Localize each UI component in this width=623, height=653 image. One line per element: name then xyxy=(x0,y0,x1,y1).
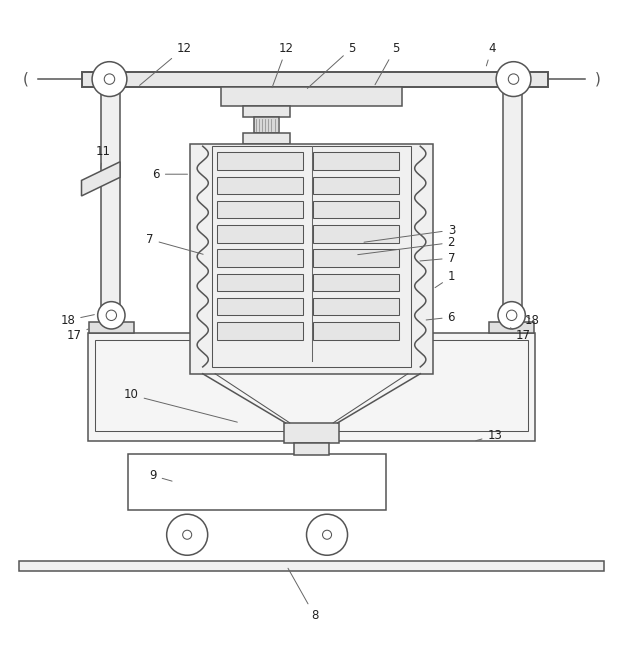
Text: 11: 11 xyxy=(96,145,111,168)
Circle shape xyxy=(183,530,192,539)
Bar xyxy=(217,225,303,242)
Circle shape xyxy=(106,310,117,321)
Circle shape xyxy=(498,302,525,329)
Bar xyxy=(313,177,399,194)
Bar xyxy=(313,249,399,267)
Bar xyxy=(217,298,303,315)
Bar xyxy=(313,298,399,315)
Text: 5: 5 xyxy=(307,42,356,88)
Bar xyxy=(322,530,332,540)
Bar xyxy=(313,274,399,291)
Bar xyxy=(217,274,303,291)
Bar xyxy=(82,72,548,88)
Bar xyxy=(217,322,303,340)
Bar xyxy=(489,322,534,333)
Text: 17: 17 xyxy=(67,329,88,342)
Bar xyxy=(313,225,399,242)
Bar xyxy=(212,146,411,367)
Text: 7: 7 xyxy=(146,233,203,254)
Text: 12: 12 xyxy=(140,42,191,86)
Bar xyxy=(221,88,402,106)
Text: 1: 1 xyxy=(435,270,455,288)
Bar xyxy=(128,454,386,510)
Bar xyxy=(190,144,433,374)
Bar xyxy=(95,340,528,431)
Circle shape xyxy=(92,61,127,97)
Bar xyxy=(89,322,134,333)
Bar xyxy=(217,152,303,170)
Bar xyxy=(217,249,303,267)
Circle shape xyxy=(496,61,531,97)
Bar xyxy=(254,117,279,133)
Bar xyxy=(243,106,290,117)
Circle shape xyxy=(508,74,519,84)
Bar xyxy=(294,443,329,454)
Circle shape xyxy=(506,310,517,321)
Bar xyxy=(313,322,399,340)
Bar xyxy=(283,423,340,443)
Text: 13: 13 xyxy=(476,429,502,442)
Bar xyxy=(102,72,120,326)
Text: 4: 4 xyxy=(487,42,495,66)
Polygon shape xyxy=(82,162,120,196)
Text: 12: 12 xyxy=(272,42,294,88)
Bar xyxy=(503,72,521,326)
Bar xyxy=(19,561,604,571)
Circle shape xyxy=(323,530,331,539)
Text: (: ( xyxy=(22,72,29,87)
Bar xyxy=(88,333,535,441)
Text: ): ) xyxy=(594,72,601,87)
Circle shape xyxy=(167,514,207,555)
Text: 10: 10 xyxy=(124,389,237,422)
Text: 9: 9 xyxy=(150,470,172,482)
Circle shape xyxy=(307,514,348,555)
Text: 6: 6 xyxy=(153,168,188,181)
Circle shape xyxy=(98,302,125,329)
Text: 7: 7 xyxy=(420,251,455,264)
Circle shape xyxy=(104,74,115,84)
Text: 17: 17 xyxy=(510,328,530,342)
Bar xyxy=(243,133,290,144)
Bar xyxy=(313,152,399,170)
Text: 8: 8 xyxy=(288,568,318,622)
Text: 18: 18 xyxy=(525,314,540,326)
Text: 6: 6 xyxy=(426,311,455,324)
Bar xyxy=(217,201,303,218)
Text: 2: 2 xyxy=(358,236,455,255)
Text: 5: 5 xyxy=(375,42,399,85)
Bar xyxy=(182,530,192,540)
Text: 3: 3 xyxy=(364,223,455,242)
Text: 18: 18 xyxy=(60,314,94,326)
Bar xyxy=(217,177,303,194)
Bar xyxy=(313,201,399,218)
